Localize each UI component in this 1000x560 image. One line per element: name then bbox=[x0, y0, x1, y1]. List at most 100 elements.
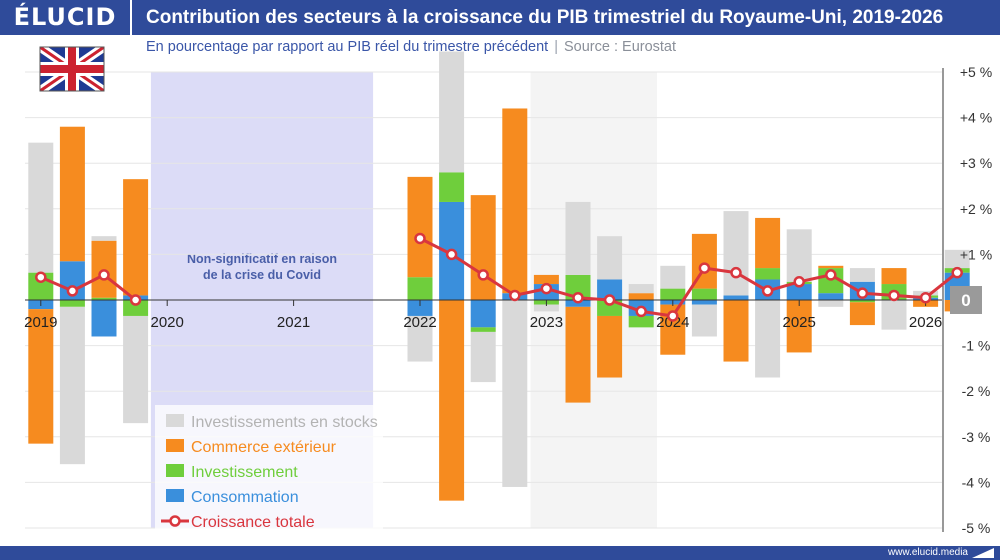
total-growth-point-2026-Q1 bbox=[919, 291, 932, 304]
logo-box: ÉLUCID bbox=[0, 0, 132, 35]
bar-investment-2024-Q2 bbox=[691, 288, 717, 300]
bar-stocks-2023-Q2 bbox=[565, 201, 591, 275]
uk-flag-icon bbox=[39, 46, 105, 92]
y-tick-label: -1 % bbox=[962, 338, 991, 354]
total-growth-point-2019-Q2 bbox=[66, 285, 79, 297]
x-tick-label-2023: 2023 bbox=[530, 314, 563, 331]
bar-trade-2022-Q1 bbox=[407, 176, 433, 278]
bar-trade-2022-Q2 bbox=[439, 300, 465, 501]
y-tick-label: -5 % bbox=[962, 520, 991, 536]
bar-consumption-2019-Q3 bbox=[91, 300, 117, 337]
bar-investment-2023-Q4 bbox=[628, 315, 654, 328]
bar-investment-2019-Q2 bbox=[59, 300, 85, 307]
bar-investment-2024-Q4 bbox=[755, 268, 781, 280]
bar-stocks-2022-Q3 bbox=[470, 331, 496, 383]
total-growth-point-2022-Q1 bbox=[414, 232, 426, 245]
bar-trade-2023-Q2 bbox=[565, 306, 591, 403]
bar-trade-2024-Q4 bbox=[755, 217, 781, 269]
footer-url: www.elucid.media bbox=[887, 547, 968, 558]
total-growth-point-2025-Q2 bbox=[825, 269, 837, 281]
legend-label: Commerce extérieur bbox=[191, 439, 337, 456]
y-tick-label-zero: 0 bbox=[961, 291, 970, 310]
total-growth-point-2019-Q3 bbox=[98, 269, 110, 281]
legend-swatch bbox=[166, 414, 184, 427]
y-tick-label: +3 % bbox=[960, 155, 992, 171]
bar-stocks-2023-Q4 bbox=[628, 284, 654, 294]
bar-stocks-2023-Q3 bbox=[597, 236, 623, 280]
bar-consumption-2024-Q2 bbox=[691, 300, 717, 305]
bar-stocks-2022-Q4 bbox=[502, 300, 528, 487]
bar-investment-2022-Q3 bbox=[470, 327, 496, 332]
bar-trade-2019-Q4 bbox=[123, 179, 149, 296]
bar-investment-2019-Q3 bbox=[91, 297, 117, 300]
x-tick-label-2024: 2024 bbox=[656, 314, 689, 331]
chart-axes: +5 % +4 % +3 % +2 % +1 % 0 -1 % -2 % -3 % -4 % -5 … bbox=[24, 64, 992, 536]
zero-badge bbox=[950, 286, 982, 314]
legend-label: Investissement bbox=[191, 464, 298, 481]
chart-title: Contribution des secteurs à la croissanc… bbox=[146, 7, 944, 28]
bar-consumption-2022-Q3 bbox=[470, 300, 496, 328]
total-growth-point-2026-Q2 bbox=[951, 266, 963, 279]
bar-stocks-2022-Q2 bbox=[439, 51, 465, 173]
bar-trade-2024-Q3 bbox=[723, 300, 749, 362]
bar-trade-2023-Q4 bbox=[628, 293, 654, 300]
legend-swatch bbox=[166, 439, 184, 452]
footer-bar: www.elucid.media bbox=[0, 546, 1000, 560]
total-growth-point-2022-Q2 bbox=[445, 248, 458, 261]
subtitle-separator: | bbox=[554, 39, 558, 55]
legend-swatch bbox=[166, 464, 184, 477]
total-growth-point-2025-Q1 bbox=[793, 276, 805, 288]
bar-trade-2025-Q4 bbox=[881, 268, 907, 285]
header-bar bbox=[0, 0, 1000, 35]
bar-stocks-2019-Q1 bbox=[28, 142, 54, 273]
chart-subtitle: En pourcentage par rapport au PIB réel d… bbox=[146, 39, 549, 55]
total-growth-line-1 bbox=[419, 237, 959, 318]
x-tick-label-2025: 2025 bbox=[783, 314, 816, 331]
total-growth-point-2019-Q4 bbox=[129, 294, 142, 306]
bar-investment-2022-Q1 bbox=[407, 277, 433, 300]
legend-swatch bbox=[166, 489, 184, 502]
total-growth-point-2022-Q4 bbox=[509, 289, 521, 302]
covid-annotation: de la crise du Covid bbox=[203, 268, 321, 282]
legend-marker bbox=[169, 515, 181, 527]
bar-stocks-2024-Q3 bbox=[723, 211, 749, 296]
total-growth-point-2024-Q2 bbox=[698, 262, 711, 274]
bar-stocks-2019-Q3 bbox=[91, 236, 117, 241]
total-growth-point-2019-Q1 bbox=[35, 271, 47, 283]
bar-stocks-2019-Q2 bbox=[59, 306, 85, 465]
x-tick-label-2021: 2021 bbox=[277, 314, 310, 331]
bar-stocks-2025-Q1 bbox=[786, 229, 812, 282]
bar-trade-2025-Q1 bbox=[786, 300, 812, 353]
subtitle-row: En pourcentage par rapport au PIB réel d… bbox=[146, 37, 676, 57]
y-tick-label: -4 % bbox=[962, 474, 991, 490]
total-growth-point-2023-Q4 bbox=[635, 305, 647, 318]
x-tick-label-2022: 2022 bbox=[403, 314, 436, 331]
bar-investment-2025-Q3 bbox=[849, 300, 875, 303]
y-tick-label: -2 % bbox=[962, 383, 991, 399]
y-tick-label: +2 % bbox=[960, 201, 992, 217]
bar-consumption-2025-Q1 bbox=[786, 284, 812, 300]
bar-investment-2022-Q2 bbox=[439, 172, 465, 202]
bar-consumption-2023-Q3 bbox=[597, 279, 623, 300]
legend-label: Croissance totale bbox=[191, 514, 315, 531]
y-tick-label: +4 % bbox=[960, 110, 992, 126]
bar-stocks-2024-Q4 bbox=[755, 300, 781, 378]
bar-trade-2025-Q3 bbox=[849, 302, 875, 326]
brand-logo: ÉLUCID bbox=[13, 3, 117, 31]
legend-background bbox=[155, 405, 383, 530]
total-growth-point-2025-Q4 bbox=[888, 289, 900, 302]
bar-consumption-2024-Q3 bbox=[723, 295, 749, 300]
bar-stocks-2024-Q2 bbox=[691, 304, 717, 337]
bar-trade-2022-Q4 bbox=[502, 108, 528, 294]
bar-stocks-2025-Q3 bbox=[849, 268, 875, 282]
covid-annotation: Non-significatif en raison bbox=[187, 252, 337, 266]
bar-stocks-2025-Q2 bbox=[818, 300, 844, 307]
bar-trade-2022-Q3 bbox=[470, 195, 496, 300]
x-tick-label-2020: 2020 bbox=[151, 314, 184, 331]
bar-stocks-2022-Q1 bbox=[407, 315, 433, 362]
bar-consumption-2022-Q1 bbox=[407, 300, 433, 316]
total-growth-point-2024-Q3 bbox=[730, 266, 742, 279]
chart-legend: Investissements en stocks Commerce extéri… bbox=[155, 405, 383, 531]
legend-label: Investissements en stocks bbox=[191, 414, 378, 431]
